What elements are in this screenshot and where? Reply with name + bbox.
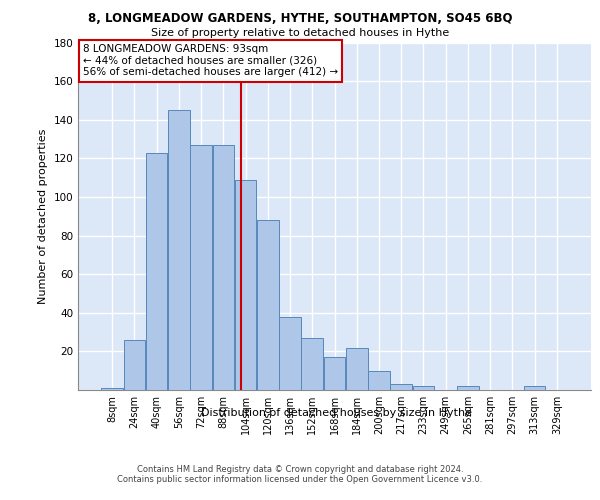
Text: 8 LONGMEADOW GARDENS: 93sqm
← 44% of detached houses are smaller (326)
56% of se: 8 LONGMEADOW GARDENS: 93sqm ← 44% of det… xyxy=(83,44,338,78)
Bar xyxy=(368,370,390,390)
Text: Size of property relative to detached houses in Hythe: Size of property relative to detached ho… xyxy=(151,28,449,38)
Bar xyxy=(279,316,301,390)
Bar xyxy=(346,348,368,390)
Bar xyxy=(124,340,145,390)
Y-axis label: Number of detached properties: Number of detached properties xyxy=(38,128,48,304)
Bar xyxy=(212,145,234,390)
Bar xyxy=(257,220,278,390)
Bar xyxy=(146,152,167,390)
Bar xyxy=(413,386,434,390)
Bar xyxy=(457,386,479,390)
Bar xyxy=(301,338,323,390)
Text: Contains HM Land Registry data © Crown copyright and database right 2024.
Contai: Contains HM Land Registry data © Crown c… xyxy=(118,465,482,484)
Bar xyxy=(101,388,123,390)
Text: Distribution of detached houses by size in Hythe: Distribution of detached houses by size … xyxy=(200,408,472,418)
Bar xyxy=(235,180,256,390)
Text: 8, LONGMEADOW GARDENS, HYTHE, SOUTHAMPTON, SO45 6BQ: 8, LONGMEADOW GARDENS, HYTHE, SOUTHAMPTO… xyxy=(88,12,512,26)
Bar xyxy=(324,357,345,390)
Bar xyxy=(524,386,545,390)
Bar xyxy=(168,110,190,390)
Bar xyxy=(391,384,412,390)
Bar xyxy=(190,145,212,390)
